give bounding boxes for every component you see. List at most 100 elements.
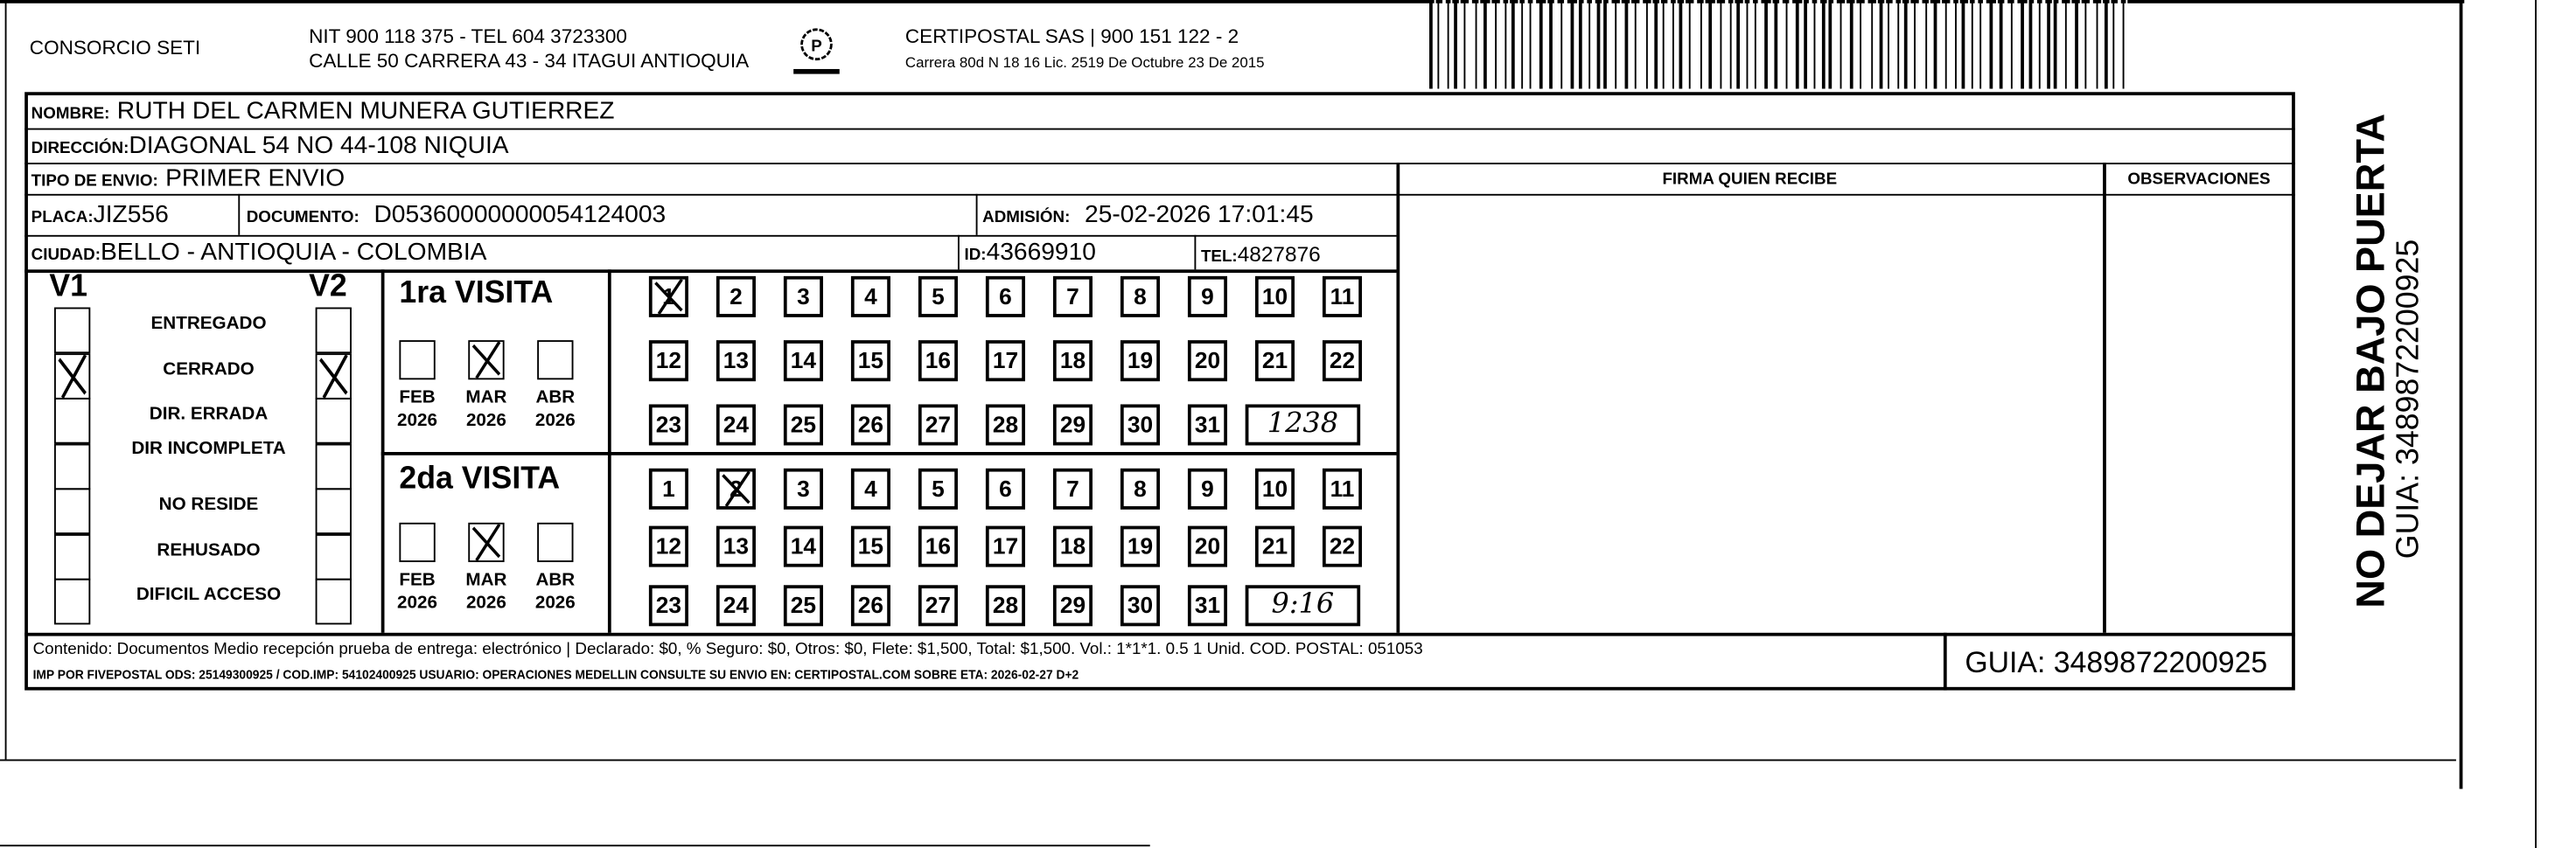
day-box[interactable]: 19 [1120,340,1161,382]
month-checkbox[interactable] [468,522,505,562]
month-checkbox[interactable] [468,340,505,380]
v2-checkbox[interactable] [315,488,352,534]
day-box[interactable]: 2 [716,275,756,317]
v1-checkbox[interactable] [53,488,91,534]
day-box[interactable]: 27 [918,404,958,446]
day-box[interactable]: 24 [716,404,756,446]
day-box[interactable]: 29 [1052,404,1093,446]
tel-label: TEL: [1200,247,1238,267]
documento-label: DOCUMENTO: [246,208,360,227]
signature-area[interactable] [1396,194,2103,633]
v1-checkbox[interactable] [53,352,91,399]
v2-checkbox[interactable] [315,397,352,444]
day-box[interactable]: 8 [1120,468,1161,510]
day-box[interactable]: 6 [985,275,1025,317]
barcode [1429,0,2129,89]
month-checkbox[interactable] [399,340,436,380]
day-box[interactable]: 8 [1120,275,1161,317]
v2-checkbox[interactable] [315,442,352,490]
day-box[interactable]: 25 [783,404,823,446]
day-box[interactable]: 14 [783,525,823,567]
v1-checkbox[interactable] [53,397,91,444]
ciudad-field: CIUDAD:BELLO - ANTIOQUIA - COLOMBIA [31,239,487,268]
day-box[interactable]: 22 [1322,525,1363,567]
day-box[interactable]: 20 [1187,340,1228,382]
v2-checkbox[interactable] [315,578,352,625]
day-box[interactable]: 18 [1052,340,1093,382]
day-box[interactable]: 22 [1322,340,1363,382]
day-box[interactable]: 5 [918,468,958,510]
day-box[interactable]: 13 [716,525,756,567]
side-guia: GUIA: 3489872200925 [2391,239,2427,560]
day-box[interactable]: 4 [850,468,890,510]
day-box[interactable]: 27 [918,585,958,627]
day-box[interactable]: 26 [850,404,890,446]
day-box[interactable]: 31 [1187,585,1228,627]
day-box[interactable]: 17 [985,525,1025,567]
admision-value: 25-02-2026 17:01:45 [1085,200,1314,229]
day-box[interactable]: 30 [1120,585,1161,627]
day-box[interactable]: 21 [1254,340,1295,382]
day-box[interactable]: 28 [985,585,1025,627]
day-box[interactable]: 12 [648,340,688,382]
v1-checkbox[interactable] [53,307,91,354]
v1-label: V1 [49,269,88,304]
day-box[interactable]: 19 [1120,525,1161,567]
day-box[interactable]: 17 [985,340,1025,382]
day-box[interactable]: 3 [783,468,823,510]
v1-checkbox[interactable] [53,442,91,490]
day-box[interactable]: 13 [716,340,756,382]
day-box[interactable]: 16 [918,525,958,567]
day-box[interactable]: 15 [850,340,890,382]
day-box[interactable]: 15 [850,525,890,567]
v1-checkbox[interactable] [53,533,91,580]
day-box[interactable]: 30 [1120,404,1161,446]
day-box[interactable]: 3 [783,275,823,317]
day-box[interactable]: 14 [783,340,823,382]
day-box[interactable]: 24 [716,585,756,627]
day-box[interactable]: 28 [985,404,1025,446]
col-divider [607,269,611,633]
v2-checkbox[interactable] [315,307,352,354]
day-box[interactable]: 10 [1254,468,1295,510]
day-box[interactable]: 6 [985,468,1025,510]
v2-checkbox[interactable] [315,352,352,399]
day-box[interactable]: 12 [648,525,688,567]
day-box[interactable]: 25 [783,585,823,627]
day-box[interactable]: 20 [1187,525,1228,567]
day-box[interactable]: 10 [1254,275,1295,317]
day-box[interactable]: 23 [648,585,688,627]
license-line: Carrera 80d N 18 16 Lic. 2519 De Octubre… [904,54,1265,71]
status-label: NO RESIDE [158,494,259,515]
documento-field: DOCUMENTO: D05360000000054124003 [247,200,666,230]
col-divider [975,193,978,235]
frame-top [0,0,2465,3]
ciudad-value: BELLO - ANTIOQUIA - COLOMBIA [100,238,487,267]
day-box[interactable]: 7 [1052,468,1093,510]
day-box[interactable]: 11 [1322,275,1363,317]
footer-divider [24,632,2295,636]
month-checkbox[interactable] [399,522,436,562]
v2-checkbox[interactable] [315,533,352,580]
day-box[interactable]: 26 [850,585,890,627]
day-box[interactable]: 4 [850,275,890,317]
month-checkbox[interactable] [537,522,574,562]
day-box[interactable]: 5 [918,275,958,317]
day-box[interactable]: 31 [1187,404,1228,446]
day-box[interactable]: 16 [918,340,958,382]
day-box[interactable]: 1 [648,275,688,317]
v1-checkbox[interactable] [53,578,91,625]
day-box[interactable]: 23 [648,404,688,446]
month-checkbox[interactable] [537,340,574,380]
day-box[interactable]: 21 [1254,525,1295,567]
day-box[interactable]: 18 [1052,525,1093,567]
day-box[interactable]: 1 [648,468,688,510]
day-box[interactable]: 29 [1052,585,1093,627]
frame-bottom-outer [0,845,1150,847]
day-box[interactable]: 2 [716,468,756,510]
day-box[interactable]: 11 [1322,468,1363,510]
observations-area[interactable] [2105,194,2293,633]
day-box[interactable]: 9 [1187,468,1228,510]
day-box[interactable]: 9 [1187,275,1228,317]
day-box[interactable]: 7 [1052,275,1093,317]
